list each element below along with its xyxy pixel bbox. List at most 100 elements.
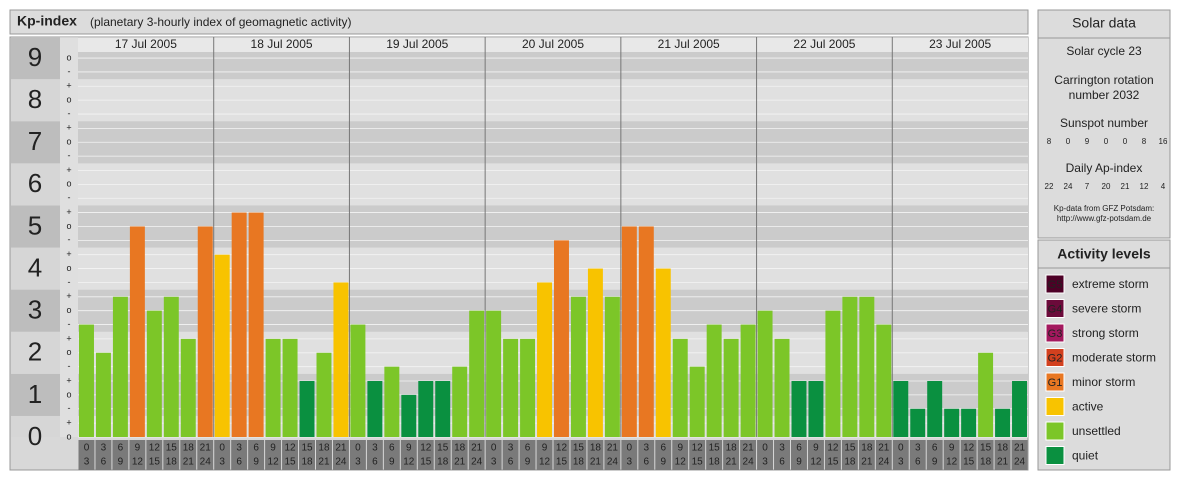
legend-label: unsettled [1072,424,1121,438]
x-tick-label: 12 [946,457,958,468]
x-tick-label: 9 [135,443,141,454]
x-label-box [468,440,485,470]
y-tick-label: 6 [28,168,42,198]
bar [401,394,417,437]
x-tick-label: 15 [709,443,721,454]
x-tick-label: 18 [726,443,738,454]
x-tick-label: 3 [355,457,361,468]
x-label-box [180,440,197,470]
bar [791,381,807,437]
band-label [11,121,60,164]
x-tick-label: 24 [607,457,619,468]
x-label-box [570,440,587,470]
minor-tick-label: + [66,291,71,301]
x-label-box [485,440,502,470]
side: Solar data Solar cycle 23 Carrington rotat… [1045,15,1168,465]
bar [316,352,332,437]
x-tick-label: 18 [301,457,313,468]
x-tick-label: 15 [844,443,856,454]
x-label-box [621,440,638,470]
x-tick-label: 0 [219,443,225,454]
bar [146,310,162,437]
bar [655,268,671,437]
bar [1012,381,1027,437]
x-tick-label: 3 [491,457,497,468]
legend-label: minor storm [1072,375,1135,389]
sunspot-value: 16 [1159,137,1168,146]
minor-tick-label: o [66,263,71,273]
x-tick-label: 12 [827,443,839,454]
ap-value: 7 [1085,182,1090,191]
x-label-box [536,440,553,470]
x-label-box [706,440,723,470]
sunspot-value: 0 [1123,137,1128,146]
bar [197,226,213,437]
bar [706,324,722,437]
x-label-box [299,440,315,470]
bar [876,324,892,437]
x-tick-label: 21 [471,443,483,454]
x-label-box [129,440,146,470]
solar-cycle: Solar cycle 23 [1066,44,1142,58]
x-tick-label: 12 [149,443,161,454]
bar [384,366,400,437]
bar [163,296,179,437]
bar [740,324,756,437]
x-tick-label: 15 [149,457,161,468]
legend-label: extreme storm [1072,277,1149,291]
band-label [11,37,60,80]
minor-tick-label: + [66,249,71,259]
x-label-box [723,440,740,470]
legend-label: severe storm [1072,302,1141,316]
x-tick-label: 15 [437,443,449,454]
x-tick-label: 18 [590,443,602,454]
y-tick-label: 4 [28,252,42,282]
x-tick-label: 18 [980,457,992,468]
x-tick-label: 15 [556,457,568,468]
x-tick-label: 18 [166,457,178,468]
legend-label: quiet [1072,449,1099,463]
minor-tick-label: + [66,165,71,175]
x-tick-label: 18 [709,457,721,468]
band-label [11,163,60,206]
ap-value: 12 [1140,182,1149,191]
x-label-box [587,440,604,470]
x-tick-label: 12 [132,457,144,468]
ap-value: 24 [1064,182,1073,191]
panel-title: Solar data [1072,15,1136,31]
carrington: Carrington rotation [1054,73,1153,87]
bar [418,381,434,437]
x-tick-label: 6 [932,443,938,454]
minor-tick-label: + [66,207,71,217]
minor-tick-label: - [68,193,71,203]
x-tick-label: 6 [779,457,785,468]
x-tick-label: 15 [963,457,975,468]
x-tick-label: 15 [420,457,432,468]
minor-tick-label: - [68,66,71,76]
x-tick-label: 9 [270,443,276,454]
x-tick-label: 3 [644,443,650,454]
x-tick-label: 3 [101,443,107,454]
x-label-box [774,440,790,470]
bar [604,296,620,437]
y-tick-label: 2 [28,337,42,367]
bar [129,226,145,437]
bar [299,381,315,437]
x-tick-label: 15 [166,443,178,454]
bar [893,381,909,437]
x-tick-label: 18 [861,443,873,454]
minor-tick-label: - [68,319,71,329]
bar [469,310,485,437]
x-tick-label: 18 [844,457,856,468]
minor-tick-label: o [66,347,71,357]
bar [265,338,281,437]
y-tick-label: 9 [28,42,42,72]
minor-tick-label: o [66,137,71,147]
minor-tick-label: - [68,277,71,287]
x-tick-label: 9 [660,457,666,468]
bar [859,296,875,437]
bar [95,352,111,437]
x-tick-label: 3 [219,457,225,468]
minor-tick-label: - [68,361,71,371]
